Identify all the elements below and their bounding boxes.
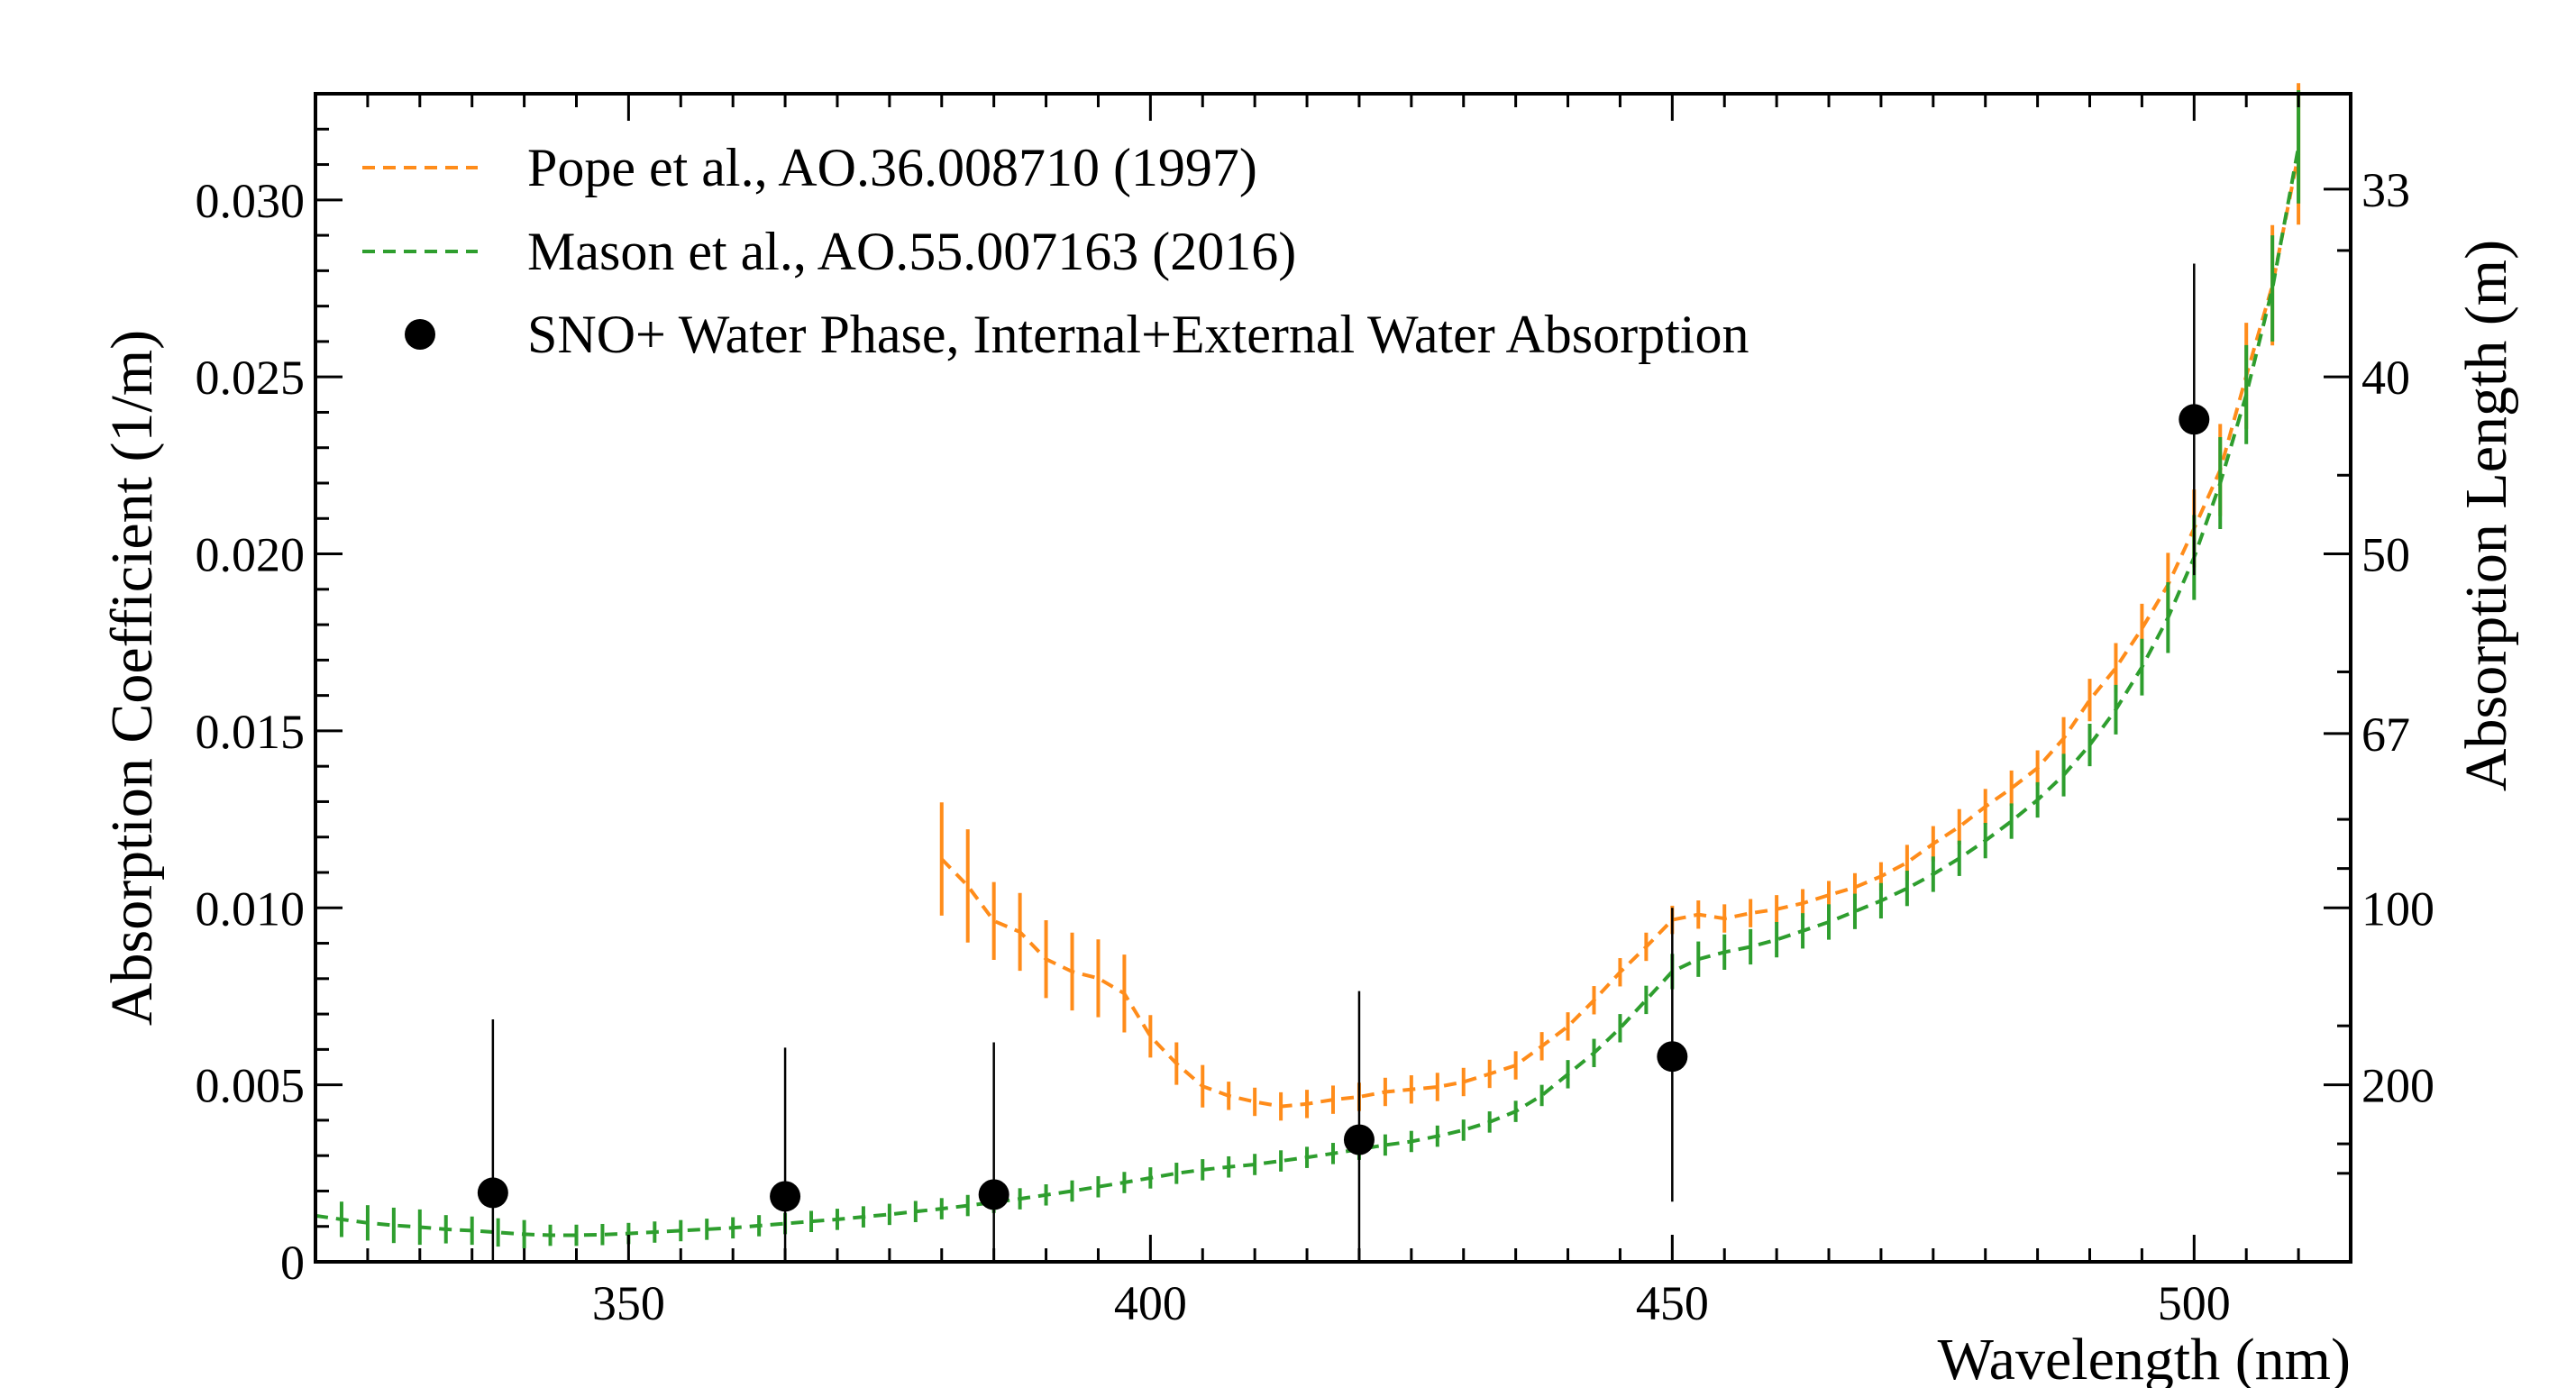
legend-marker-sno [405,319,435,350]
y-tick-label: 0.020 [196,528,306,582]
y-tick-label: 0.010 [196,881,306,936]
y2-tick-label: 200 [2361,1059,2434,1113]
legend-label-sno: SNO+ Water Phase, Internal+External Wate… [527,305,1749,364]
y2-tick-label: 100 [2361,881,2434,936]
series-line [315,146,2301,1237]
y2-tick-label: 50 [2361,528,2410,582]
y-tick-label: 0.015 [196,705,306,759]
x-tick-label: 450 [1636,1276,1709,1330]
legend-label-pope: Pope et al., AO.36.008710 (1997) [527,138,1257,197]
data-point [1657,1041,1688,1073]
data-point [2179,404,2210,435]
y-tick-label: 0 [280,1236,305,1290]
axes-layer: 350 400 450 500 0 0.005 0.010 0.015 0.020 0.025 0.… [196,92,2434,1330]
legend: Pope et al., AO.36.008710 (1997) Mason e… [362,138,1749,364]
x-tick-label: 400 [1114,1276,1187,1330]
y-axis-label: Absorption Coefficient (1/m) [99,330,165,1026]
x-tick-label: 500 [2158,1276,2231,1330]
x-axis-label: Wavelength (nm) [1938,1327,2351,1388]
y-tick-label: 0.025 [196,351,306,405]
data-point [1343,1124,1375,1155]
y2-axis-label: Absorption Length (m) [2453,240,2519,791]
data-point [978,1179,1009,1210]
y-tick-label: 0.005 [196,1059,306,1113]
y2-tick-label: 67 [2361,708,2410,762]
data-point [770,1181,801,1212]
y2-tick-label: 40 [2361,351,2410,405]
legend-label-mason: Mason et al., AO.55.007163 (2016) [527,222,1296,281]
data-layer [314,83,2301,1262]
series-1 [314,90,2301,1249]
series-line [940,153,2301,1109]
data-point [477,1177,508,1209]
y-tick-label: 0.030 [196,174,306,228]
x-tick-label: 350 [592,1276,665,1330]
plot-frame [314,92,2352,1264]
series-2 [477,263,2210,1262]
y2-tick-label: 33 [2361,163,2410,217]
